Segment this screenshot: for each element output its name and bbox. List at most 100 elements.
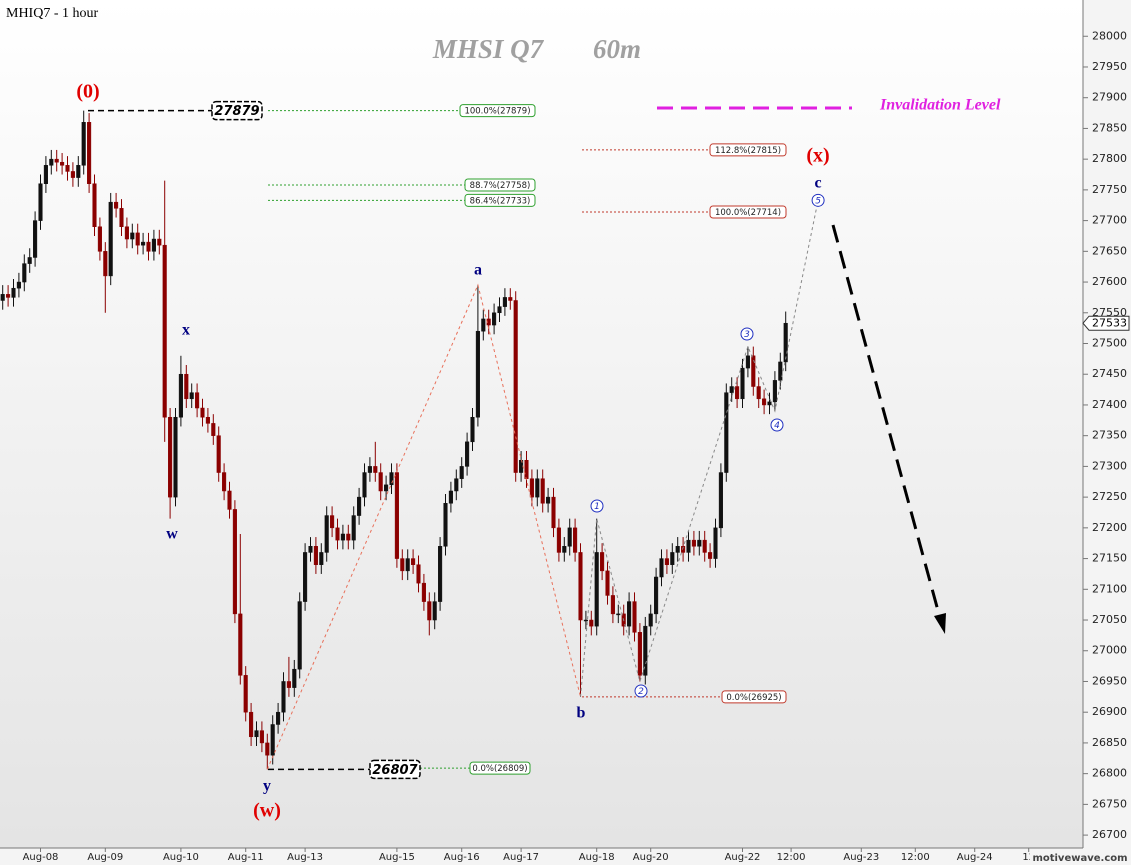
wave-line-red [266,283,581,770]
candle-body [11,287,16,298]
candle-body [664,558,669,565]
candle-body [189,392,194,400]
candle-body [632,601,637,633]
candle-body [146,241,151,252]
x-tick-label: Aug-13 [287,852,323,863]
chart-title: MHSI Q7 [432,34,545,64]
candle-body [330,515,335,529]
y-tick-label: 27450 [1092,367,1127,380]
candle-body [670,552,675,565]
wave-label: a [474,262,482,279]
candle-body [297,601,302,670]
candle-body [594,552,599,627]
candle-body [605,570,610,596]
candle-body [573,527,578,553]
candle-body [702,539,707,553]
candle-body [227,490,232,510]
y-tick-label: 26950 [1092,674,1127,687]
x-tick-label: Aug-20 [633,852,669,863]
candle-body [103,251,108,277]
candle-body [340,533,345,541]
wave-count: 3 [744,330,750,340]
y-axis-area [1083,0,1131,865]
fib-label-box [464,178,536,192]
x-tick-label: Aug-08 [23,852,59,863]
wave-count-circle [634,684,648,698]
candle-body [475,330,480,418]
candle-body [600,552,605,572]
y-tick-label: 26750 [1092,797,1127,810]
candle-body [357,496,362,516]
candle-body [686,539,691,553]
candle-body [627,601,632,627]
candle-body [70,171,75,178]
candle-body [767,401,772,406]
y-tick-label: 27500 [1092,337,1127,350]
candle-body [184,373,189,400]
candle-body [114,201,119,209]
x-tick-label: 12:00 [901,852,930,863]
fib-label-box [721,690,787,704]
fib-label: 100.0%(27714) [715,208,781,218]
candle-body [562,546,567,553]
symbol-label: MHIQ7 - 1 hour [6,6,98,21]
y-tick-label: 27400 [1092,398,1127,411]
candle-body [567,527,572,547]
candle-body [740,367,745,400]
candle-body [681,546,686,553]
candle-body [729,386,734,393]
candle-body [119,208,124,227]
candle-body [735,386,740,400]
fib-label-box [459,104,536,118]
plot-area [0,0,1083,848]
candle-body [362,472,367,498]
candle-body [443,503,448,547]
candle-body [173,416,178,498]
candle-body [92,183,97,227]
x-tick-label: Aug-10 [163,852,199,863]
fib-label-box [469,761,531,775]
candle-body [367,466,372,473]
x-tick-label: 12:00 [777,852,806,863]
y-tick-label: 28000 [1092,29,1127,42]
fib-label-box [464,193,536,207]
candle-body [616,613,621,616]
candle-body [508,297,513,301]
candle-body [303,552,308,602]
candle-body [238,613,243,676]
wave-count-circle [740,327,754,341]
price-mark-box [211,100,263,121]
fib-label-box [709,205,787,219]
x-tick-label: Aug-18 [579,852,615,863]
candle-body [49,158,54,166]
candle-body [540,478,545,504]
price-mark-label: 27879 [214,104,259,119]
candle-body [22,263,27,283]
y-tick-label: 27550 [1092,306,1127,319]
candle-body [81,122,86,166]
candle-body [610,595,615,615]
candle-body [535,478,540,498]
y-tick-label: 26850 [1092,736,1127,749]
candle-body [205,416,210,424]
candle-body [200,407,205,418]
chart-subtitle: 60m [593,34,641,64]
y-tick-label: 27300 [1092,459,1127,472]
candle-body [448,490,453,504]
candle-body [378,472,383,492]
x-tick-label: Aug-09 [87,852,123,863]
y-tick-label: 27150 [1092,552,1127,565]
candle-body [459,466,464,479]
candle-body [335,527,340,541]
candle-body [292,668,297,688]
candle-body [427,601,432,621]
candle-body [492,312,497,326]
candle-body [497,306,502,314]
candle-body [637,632,642,676]
wave-line-gray [580,200,819,697]
candle-body [324,515,329,553]
candle-body [546,496,551,504]
candle-body [308,546,313,553]
candle-body [772,380,777,403]
y-tick-label: 26700 [1092,828,1127,841]
